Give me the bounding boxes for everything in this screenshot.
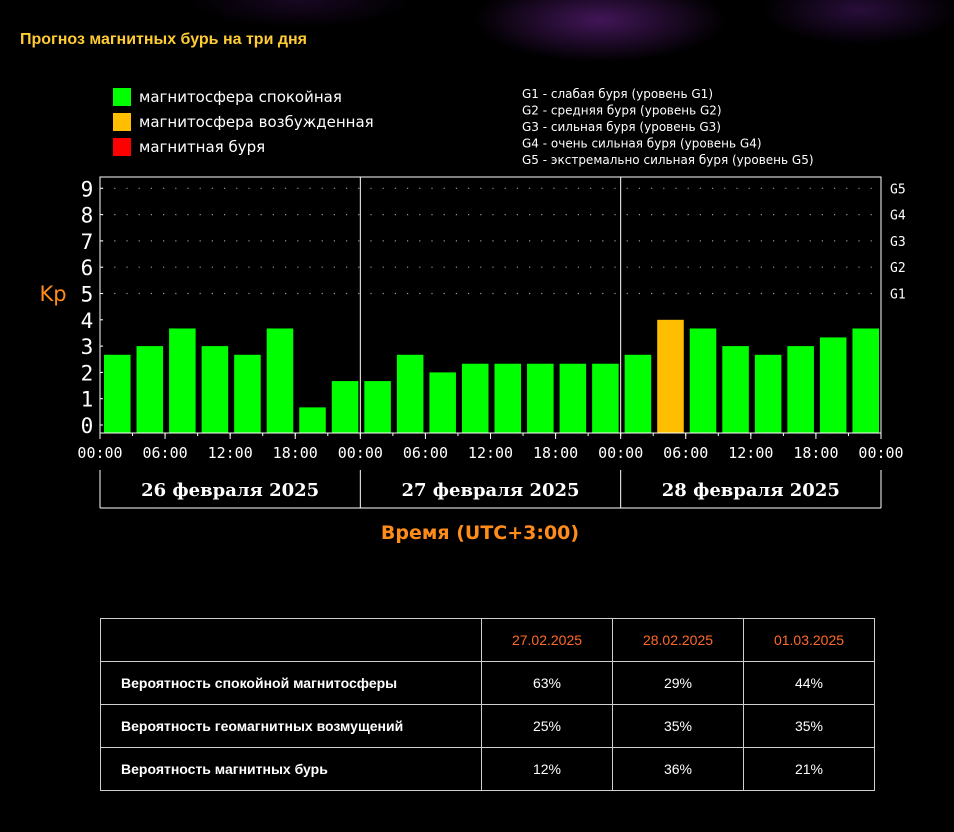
x-tick-label: 06:00	[403, 444, 448, 462]
x-tick-label: 18:00	[273, 444, 318, 462]
x-tick-label: 00:00	[858, 444, 903, 462]
kp-bar	[559, 363, 587, 433]
date-header: 01.03.2025	[743, 618, 875, 662]
probability-table: 27.02.2025 28.02.2025 01.03.2025 Вероятн…	[100, 618, 875, 791]
g-level-label: G2	[890, 261, 906, 276]
probability-cell: 44%	[743, 661, 875, 705]
y-tick-label: 9	[81, 177, 94, 201]
kp-bar	[592, 363, 619, 433]
y-tick-label: 1	[81, 388, 94, 412]
x-tick-label: 12:00	[468, 444, 513, 462]
probability-cell: 21%	[743, 747, 875, 791]
y-tick-label: 4	[81, 309, 94, 333]
kp-bar	[689, 328, 717, 433]
table-row: Вероятность магнитных бурь 12% 36% 21%	[100, 747, 875, 791]
kp-bar	[494, 363, 522, 433]
probability-cell: 29%	[612, 661, 744, 705]
kp-bar	[234, 354, 261, 433]
kp-bar	[331, 381, 359, 433]
row-label: Вероятность магнитных бурь	[100, 747, 482, 791]
g-legend-label: G4 - очень сильная буря (уровень G4)	[522, 137, 762, 151]
g-legend-label: G3 - сильная буря (уровень G3)	[522, 120, 721, 134]
probability-cell: 12%	[481, 747, 613, 791]
kp-bar	[429, 372, 456, 433]
row-label: Вероятность спокойной магнитосферы	[100, 661, 482, 705]
date-header: 28.02.2025	[612, 618, 744, 662]
day-label: 28 февраля 2025	[662, 480, 840, 501]
x-tick-label: 06:00	[663, 444, 708, 462]
probability-cell: 36%	[612, 747, 744, 791]
g-level-label: G5	[890, 182, 906, 197]
kp-bar	[364, 381, 391, 433]
x-axis-label: Время (UTC+3:00)	[381, 522, 579, 544]
page-title: Прогноз магнитных бурь на три дня	[20, 31, 307, 48]
kp-bar	[201, 346, 229, 433]
table-row: Вероятность спокойной магнитосферы 63% 2…	[100, 661, 875, 705]
kp-bars	[104, 319, 879, 433]
kp-bar	[754, 354, 782, 433]
row-label: Вероятность геомагнитных возмущений	[100, 704, 482, 748]
y-tick-label: 3	[81, 335, 94, 359]
legend-swatch	[113, 113, 131, 131]
kp-bar	[852, 328, 879, 433]
g-legend-label: G2 - средняя буря (уровень G2)	[522, 104, 722, 118]
kp-bar	[819, 337, 847, 433]
kp-bar	[527, 363, 554, 433]
x-tick-label: 00:00	[77, 444, 122, 462]
x-tick-label: 00:00	[338, 444, 383, 462]
table-row: Вероятность геомагнитных возмущений 25% …	[100, 704, 875, 748]
kp-bar	[136, 346, 164, 433]
kp-bar	[396, 354, 424, 433]
y-tick-label: 7	[81, 230, 94, 254]
kp-bar	[657, 319, 684, 433]
kp-bar	[624, 354, 652, 433]
y-tick-label: 0	[81, 414, 94, 438]
legend-swatch	[113, 138, 131, 156]
storm-level-legend: G1 - слабая буря (уровень G1) G2 - средня…	[522, 87, 814, 167]
y-tick-label: 5	[81, 283, 94, 307]
kp-forecast-chart: магнитосфера спокойная магнитосфера возбу…	[39, 87, 905, 544]
probability-cell: 63%	[481, 661, 613, 705]
kp-bar	[299, 407, 326, 433]
x-tick-label: 06:00	[143, 444, 188, 462]
x-tick-label: 12:00	[728, 444, 773, 462]
probability-cell: 25%	[481, 704, 613, 748]
day-label: 26 февраля 2025	[141, 480, 319, 501]
g-legend-label: G1 - слабая буря (уровень G1)	[522, 87, 713, 101]
y-tick-label: 6	[81, 256, 94, 280]
legend-label: магнитосфера спокойная	[139, 88, 342, 106]
date-header: 27.02.2025	[481, 618, 613, 662]
probability-cell: 35%	[612, 704, 744, 748]
day-label: 27 февраля 2025	[401, 480, 579, 501]
table-header-row: 27.02.2025 28.02.2025 01.03.2025	[100, 618, 875, 662]
kp-bar	[169, 328, 196, 433]
x-tick-label: 18:00	[793, 444, 838, 462]
g-level-label: G4	[890, 209, 906, 224]
chart-grid	[102, 187, 879, 295]
x-tick-label: 00:00	[598, 444, 643, 462]
g-legend-label: G5 - экстремально сильная буря (уровень …	[522, 153, 814, 167]
probability-cell: 35%	[743, 704, 875, 748]
kp-bar	[104, 354, 131, 433]
y-axis-label: Kp	[39, 282, 66, 306]
kp-bar	[787, 346, 814, 433]
legend-label: магнитная буря	[139, 138, 265, 156]
kp-bar	[722, 346, 749, 433]
g-level-label: G1	[890, 288, 906, 303]
kp-bar	[461, 363, 489, 433]
kp-bar	[266, 328, 294, 433]
status-legend: магнитосфера спокойная магнитосфера возбу…	[113, 88, 374, 156]
legend-swatch	[113, 88, 131, 106]
legend-label: магнитосфера возбужденная	[139, 113, 374, 131]
x-tick-label: 12:00	[208, 444, 253, 462]
y-tick-label: 8	[81, 204, 94, 228]
y-tick-label: 2	[81, 361, 94, 385]
g-level-label: G3	[890, 235, 906, 250]
x-tick-label: 18:00	[533, 444, 578, 462]
table-corner-cell	[100, 618, 482, 662]
